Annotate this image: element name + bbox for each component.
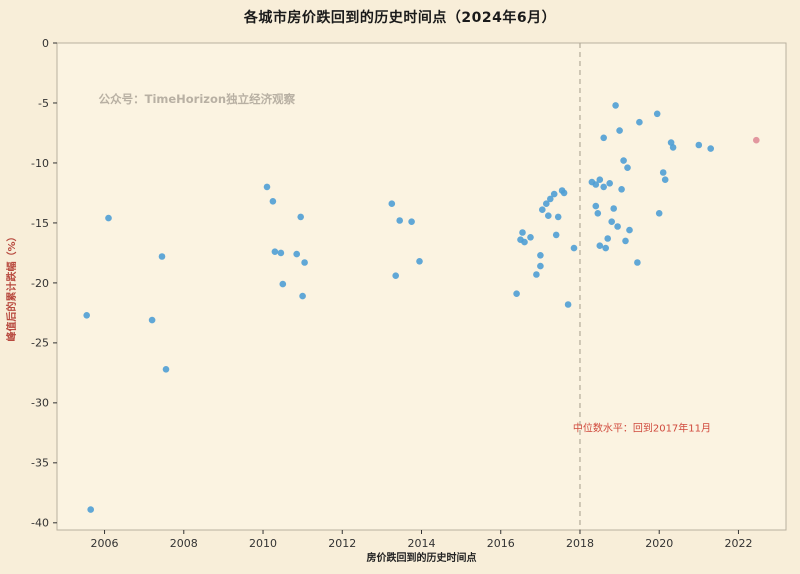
data-point [655,210,663,217]
data-point [592,181,600,188]
data-point [301,259,308,266]
chart-title: 各城市房价跌回到的历史时间点（2024年6月） [243,10,557,26]
data-point [408,218,415,225]
data-point [299,292,306,300]
x-tick-label: 2022 [724,537,752,550]
data-point [158,253,166,260]
data-point [513,290,520,298]
data-point [543,200,550,207]
watermark-text: 公众号：TimeHorizon独立经济观察 [99,92,296,106]
data-point [659,169,667,176]
data-point [293,250,301,258]
data-point [564,301,572,308]
series-cities [83,102,714,513]
data-point [620,157,627,164]
x-tick-label: 2008 [170,537,198,550]
y-tick-label: -35 [31,457,49,470]
data-point [396,217,404,224]
data-point [263,183,271,191]
data-point [707,145,714,152]
y-tick-label: -40 [31,517,49,530]
data-point [594,210,602,217]
data-point [392,272,400,280]
y-axis: 0 -5 -10 -15 -20 -25 -30 -35 -40 [31,37,57,530]
data-point [622,237,629,245]
y-tick-label: -15 [31,217,49,230]
data-point [533,271,540,278]
x-tick-label: 2016 [487,537,515,550]
data-point [608,218,615,225]
data-point [521,238,528,246]
data-point [162,366,170,373]
data-point [560,189,568,197]
x-tick-label: 2018 [566,537,594,550]
data-point [271,248,279,255]
x-tick-label: 2014 [408,537,436,550]
y-tick-label: -10 [31,157,49,170]
data-point [539,206,546,213]
data-point [547,195,554,203]
y-axis-label: 峰值后的累计跌幅（%） [5,231,18,341]
data-point [753,136,760,144]
data-point [554,213,562,221]
y-tick-label: -20 [31,277,49,290]
data-point [610,205,617,212]
data-point [616,127,623,134]
data-point [600,183,607,191]
data-point [279,280,287,288]
data-point [277,249,285,257]
y-tick-label: -25 [31,337,49,350]
data-point [388,200,396,207]
x-tick-label: 2012 [328,537,356,550]
data-point [537,252,544,259]
plot-area [57,43,786,530]
data-point [83,312,90,319]
data-point [606,180,613,187]
data-point [636,118,643,126]
data-point [87,506,94,513]
data-point [661,176,669,183]
y-tick-label: -5 [38,97,49,110]
data-point [618,186,625,193]
data-point [596,242,604,249]
data-point [612,102,619,109]
data-point [545,212,552,219]
x-axis: 2006 2008 2010 2012 2014 2016 2018 2020 2022 [91,530,752,550]
data-point [669,144,677,151]
data-point [695,141,703,149]
x-tick-label: 2020 [645,537,673,550]
data-point [297,213,305,221]
data-point [634,259,641,266]
data-point [416,258,423,265]
data-point [148,316,156,324]
data-point [600,134,607,142]
x-tick-label: 2006 [91,537,119,550]
data-point [269,198,277,205]
data-point [570,244,578,252]
data-point [624,164,631,171]
median-annotation: 中位数水平：回到2017年11月 [573,422,711,435]
data-point [105,214,112,222]
data-point [537,262,544,270]
y-tick-label: 0 [42,37,49,50]
data-point [626,226,633,234]
series-highlight [753,136,760,144]
data-point [592,202,600,210]
data-point [519,229,526,236]
data-point [604,235,611,242]
data-point [527,234,534,241]
y-tick-label: -30 [31,397,49,410]
x-axis-label: 房价跌回到的历史时间点 [367,551,477,564]
data-point [653,110,661,118]
data-point [550,190,558,198]
data-point [602,244,609,252]
x-tick-label: 2010 [249,537,277,550]
data-point [614,223,621,230]
data-point [596,176,604,183]
data-point [552,231,560,239]
